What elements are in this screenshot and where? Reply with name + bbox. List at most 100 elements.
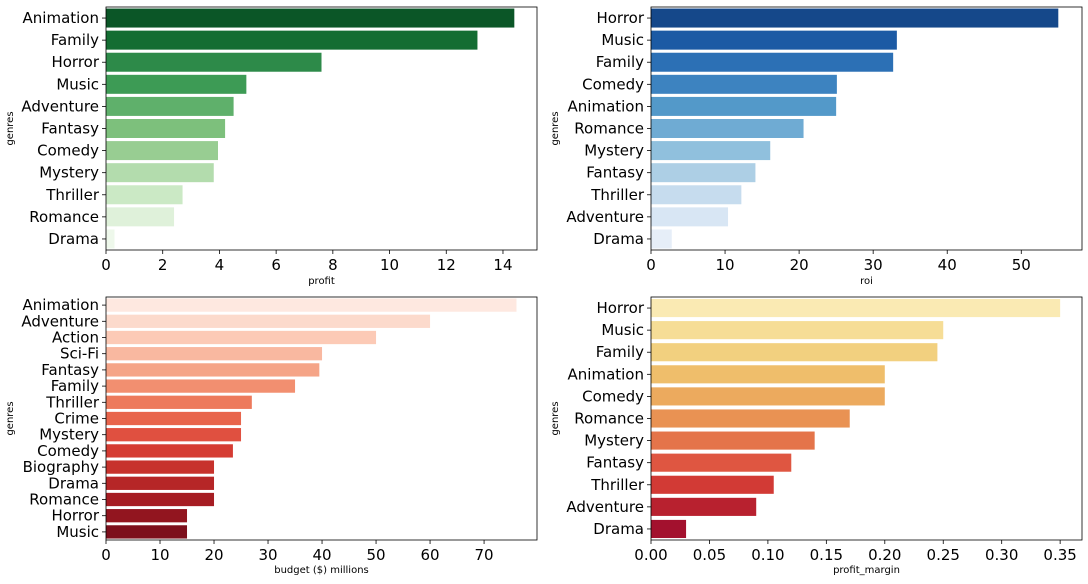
bar — [106, 428, 242, 442]
y-tick-label: Animation — [568, 97, 644, 115]
plot-frame — [650, 296, 1083, 541]
y-tick-label: Music — [601, 321, 644, 339]
x-tick-label: 0.00 — [634, 546, 667, 564]
x-axis-label: profit — [308, 276, 335, 287]
y-tick-label: Adventure — [566, 208, 644, 226]
y-tick-label: Music — [601, 31, 644, 49]
y-tick-label: Drama — [593, 230, 644, 248]
bar — [106, 525, 188, 539]
y-tick-label: Drama — [48, 230, 99, 248]
y-tick-label: Comedy — [37, 142, 99, 160]
plot-frame — [650, 6, 1083, 251]
y-tick-label: Mystery — [39, 426, 99, 444]
x-axis-label: profit_margin — [833, 565, 900, 576]
y-tick-label: Romance — [29, 208, 99, 226]
x-tick-label: 50 — [367, 546, 386, 564]
y-tick-label: Horror — [51, 507, 99, 525]
bar — [651, 229, 672, 249]
y-tick-label: Music — [56, 523, 99, 541]
x-tick-label: 0.20 — [868, 546, 901, 564]
y-tick-label: Fantasy — [41, 361, 99, 379]
y-tick-label: Mystery — [584, 432, 644, 450]
bar — [651, 52, 894, 72]
y-tick-label: Drama — [48, 474, 99, 492]
y-tick-label: Family — [51, 31, 99, 49]
bar — [106, 119, 226, 138]
bar — [106, 395, 252, 409]
chart-panel-2: Horror Music Family Comedy Animation Romance M… — [550, 6, 1083, 287]
y-tick-label: Romance — [574, 120, 644, 138]
y-tick-label: Family — [51, 377, 99, 395]
bar — [651, 453, 792, 472]
bar — [106, 444, 233, 458]
x-axis-label: roi — [860, 276, 873, 287]
x-tick-label: 10 — [380, 256, 399, 274]
y-tick-label: Fantasy — [41, 120, 99, 138]
x-tick-label: 2 — [158, 256, 168, 274]
bar — [651, 497, 757, 516]
bar — [106, 314, 431, 328]
y-tick-label: Romance — [574, 410, 644, 428]
y-tick-label: Family — [596, 53, 644, 71]
bar — [106, 163, 214, 183]
x-tick-label: 0.10 — [751, 546, 784, 564]
bar — [106, 207, 175, 227]
y-axis-label: genres — [5, 111, 16, 145]
y-tick-label: Thriller — [590, 186, 645, 204]
chart-panel-1: Animation Family Horror Music Adventure Fanta… — [5, 6, 538, 287]
y-axis-label: genres — [550, 401, 561, 435]
y-tick-label: Adventure — [566, 498, 644, 516]
y-tick-label: Adventure — [21, 312, 99, 330]
y-tick-label: Comedy — [582, 75, 644, 93]
y-tick-label: Horror — [51, 53, 99, 71]
x-tick-label: 10 — [716, 256, 735, 274]
y-tick-label: Comedy — [582, 387, 644, 405]
bar — [106, 74, 247, 94]
x-tick-label: 0 — [101, 256, 111, 274]
y-tick-label: Animation — [23, 296, 99, 314]
bar — [651, 387, 885, 406]
bar — [651, 475, 774, 494]
y-tick-label: Thriller — [45, 186, 100, 204]
bar — [651, 321, 944, 340]
x-tick-label: 30 — [864, 256, 883, 274]
x-tick-label: 40 — [312, 546, 331, 564]
bar — [106, 52, 322, 72]
y-tick-label: Thriller — [45, 393, 100, 411]
x-tick-label: 6 — [271, 256, 281, 274]
bar — [106, 141, 218, 161]
y-tick-label: Sci-Fi — [60, 345, 99, 363]
y-tick-label: Music — [56, 75, 99, 93]
bar — [106, 298, 517, 312]
bar — [106, 476, 215, 490]
bar — [106, 185, 183, 205]
x-tick-label: 0.05 — [693, 546, 726, 564]
chart-panel-4: Horror Music Family Animation Comedy Romance M… — [550, 296, 1083, 576]
bar — [651, 185, 742, 205]
y-tick-label: Drama — [593, 520, 644, 538]
bar — [106, 411, 242, 426]
plot-frame — [105, 296, 538, 541]
x-tick-label: 14 — [493, 256, 512, 274]
x-tick-label: 40 — [938, 256, 957, 274]
x-tick-label: 0.35 — [1043, 546, 1076, 564]
y-axis-label: genres — [5, 401, 16, 435]
bar — [651, 8, 1059, 28]
bar — [106, 509, 188, 523]
chart-panel-3: AnimationAdventureActionSci-FiFantasyFam… — [5, 296, 538, 576]
x-tick-label: 0.15 — [810, 546, 843, 564]
x-tick-label: 60 — [421, 546, 440, 564]
x-tick-label: 20 — [790, 256, 809, 274]
bar — [651, 30, 897, 50]
y-tick-label: Romance — [29, 491, 99, 509]
y-tick-label: Crime — [54, 410, 99, 428]
x-tick-label: 0 — [101, 546, 111, 564]
y-tick-label: Adventure — [21, 97, 99, 115]
x-tick-label: 20 — [204, 546, 223, 564]
bar — [651, 163, 756, 183]
bar — [106, 379, 296, 393]
bar — [651, 519, 687, 539]
bar — [651, 431, 815, 450]
x-tick-label: 0 — [646, 256, 656, 274]
